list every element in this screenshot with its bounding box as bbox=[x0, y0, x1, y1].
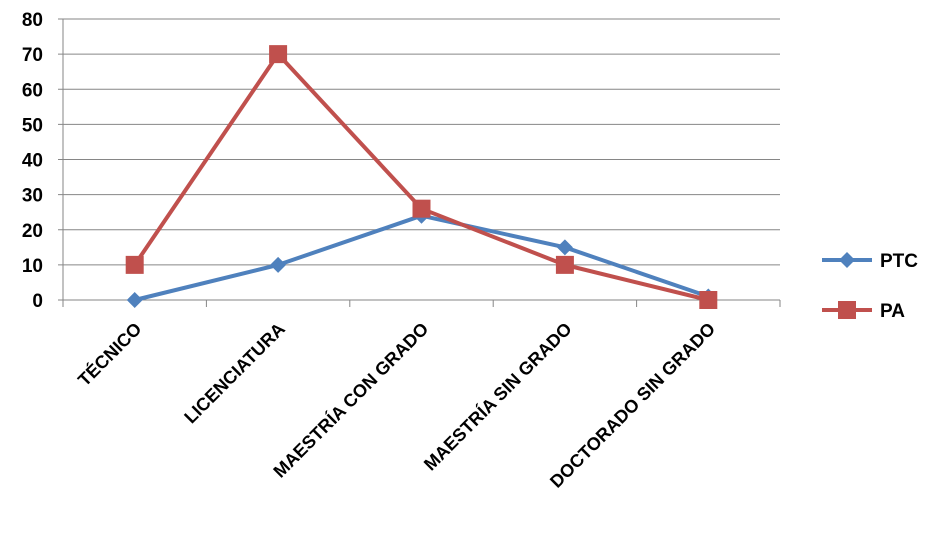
x-tick-label: MAESTRÍA SIN GRADO bbox=[419, 318, 576, 475]
data-point-pa bbox=[269, 45, 288, 64]
x-tick-label: LICENCIATURA bbox=[180, 319, 289, 428]
y-axis-ticks: 0 10 20 30 40 50 60 70 80 bbox=[22, 10, 63, 312]
x-tick-label: TÉCNICO bbox=[73, 318, 145, 390]
series-lines bbox=[125, 45, 718, 309]
y-tick-label: 30 bbox=[22, 186, 43, 207]
x-tick-label: MAESTRÍA CON GRADO bbox=[269, 318, 433, 482]
legend-label-ptc: PTC bbox=[880, 251, 918, 272]
y-tick-label: 60 bbox=[22, 80, 43, 101]
legend: PTC PA bbox=[822, 251, 918, 322]
gridlines bbox=[63, 18, 780, 266]
data-point-pa bbox=[699, 291, 718, 309]
x-tick-label: DOCTORADO SIN GRADO bbox=[546, 319, 719, 492]
legend-marker-pa bbox=[838, 301, 856, 319]
data-point-pa bbox=[555, 255, 574, 274]
data-point-ptc bbox=[126, 292, 143, 308]
legend-marker-ptc bbox=[839, 252, 855, 268]
data-point-pa bbox=[412, 199, 431, 218]
data-point-pa bbox=[125, 255, 144, 274]
y-tick-label: 80 bbox=[22, 10, 43, 31]
legend-label-pa: PA bbox=[880, 301, 905, 322]
y-tick-label: 20 bbox=[22, 221, 43, 242]
data-point-ptc bbox=[270, 256, 287, 273]
data-point-ptc bbox=[556, 239, 573, 256]
y-tick-label: 70 bbox=[22, 45, 43, 66]
y-tick-label: 50 bbox=[22, 115, 43, 136]
series-line-ptc bbox=[134, 213, 709, 302]
y-tick-label: 0 bbox=[32, 291, 43, 312]
y-tick-label: 40 bbox=[22, 151, 43, 172]
y-tick-label: 10 bbox=[22, 256, 43, 277]
series-line-pa bbox=[133, 52, 709, 302]
